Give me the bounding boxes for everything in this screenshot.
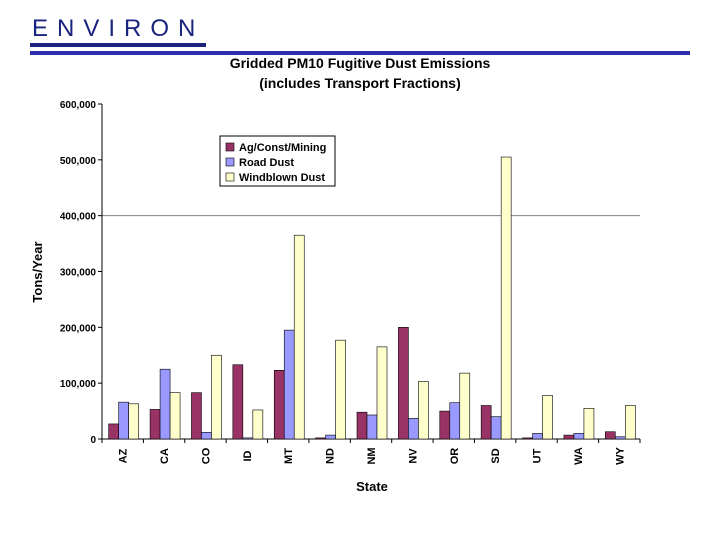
bar-id-0: [232, 364, 244, 440]
bar-nd-1: [325, 434, 336, 440]
bar-id-2: [252, 409, 264, 440]
bar-nm-2: [376, 346, 388, 440]
bar-ca-1: [159, 368, 171, 440]
legend-label: Windblown Dust: [239, 172, 325, 184]
chart-title-line1: Gridded PM10 Fugitive Dust Emissions: [229, 55, 491, 71]
x-tick-label: MT: [283, 448, 295, 464]
y-tick-label: 600,000: [60, 100, 97, 111]
bar-az-1: [118, 401, 129, 440]
bar-nv-0: [398, 327, 409, 440]
y-tick-label: 100,000: [60, 379, 97, 390]
bar-mt-2: [293, 234, 305, 440]
legend-swatch: [225, 172, 235, 182]
bar-nd-2: [335, 339, 346, 440]
legend-swatch: [225, 142, 235, 152]
x-tick-label: OR: [449, 448, 461, 465]
x-tick-label: CO: [200, 447, 212, 464]
bar-wa-1: [573, 433, 585, 440]
bar-or-1: [449, 402, 461, 440]
y-tick-label: 400,000: [60, 212, 97, 223]
bar-ut-2: [542, 395, 553, 440]
y-tick-label: 200,000: [60, 323, 97, 334]
bar-sd-0: [480, 405, 492, 440]
y-tick-label: 500,000: [60, 156, 97, 167]
chart-title-line2: (includes Transport Fractions): [259, 75, 461, 91]
bar-co-0: [191, 392, 202, 440]
bar-or-0: [439, 410, 451, 440]
y-axis-label: Tons/Year: [30, 241, 45, 302]
x-tick-label: WY: [614, 446, 626, 464]
bar-nv-1: [408, 418, 419, 440]
logo-text: ENVIRON: [32, 15, 205, 42]
x-tick-label: AZ: [118, 448, 130, 463]
bar-mt-1: [283, 329, 295, 440]
bar-wy-2: [625, 405, 636, 440]
x-tick-label: CA: [159, 448, 171, 464]
x-tick-label: ID: [242, 450, 254, 461]
bar-az-0: [108, 423, 119, 440]
x-tick-label: WA: [573, 447, 585, 465]
bar-wa-2: [583, 407, 595, 440]
bar-wy-1: [615, 436, 626, 440]
bar-or-2: [459, 372, 471, 440]
bar-nv-2: [418, 381, 429, 440]
legend-label: Ag/Const/Mining: [239, 142, 326, 154]
bar-co-1: [201, 431, 212, 440]
bar-az-2: [128, 403, 139, 440]
x-tick-label: NM: [366, 447, 378, 464]
bar-ca-2: [169, 392, 181, 440]
bar-wa-0: [563, 434, 575, 440]
bar-ut-1: [532, 433, 543, 440]
bar-wy-0: [605, 431, 616, 440]
bar-id-1: [242, 437, 254, 440]
x-tick-label: SD: [490, 448, 502, 463]
bar-nd-0: [315, 437, 326, 440]
x-tick-label: UT: [532, 448, 544, 463]
y-tick-label: 0: [90, 435, 96, 446]
bar-mt-0: [273, 370, 285, 440]
bar-co-2: [211, 354, 222, 440]
x-axis-label: State: [356, 479, 388, 494]
bar-nm-0: [356, 411, 368, 440]
legend-box: [219, 135, 336, 187]
legend-label: Road Dust: [239, 157, 294, 169]
x-tick-label: NV: [407, 448, 419, 464]
x-tick-label: ND: [325, 448, 337, 464]
bar-nm-1: [366, 414, 378, 440]
y-tick-label: 300,000: [60, 268, 97, 279]
header-rule: [30, 51, 690, 55]
bar-ut-0: [522, 437, 533, 440]
legend-swatch: [225, 157, 235, 167]
bar-sd-2: [500, 156, 512, 440]
bar-ca-0: [149, 409, 161, 440]
bar-sd-1: [490, 416, 502, 440]
environ-logo: ENVIRON: [30, 15, 207, 47]
